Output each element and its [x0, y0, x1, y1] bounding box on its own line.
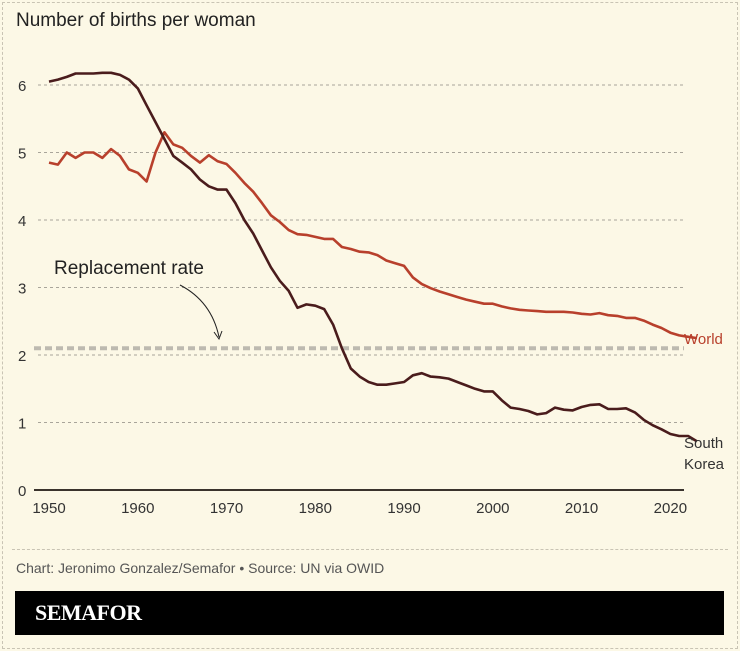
- korea-line: [48, 71, 698, 443]
- x-tick-label: 2020: [654, 500, 687, 517]
- chart-credit: Chart: Jeronimo Gonzalez/Semafor • Sourc…: [16, 560, 385, 576]
- y-tick-label: 4: [18, 213, 26, 230]
- y-tick-label: 3: [18, 281, 26, 298]
- korea-series-label-line2: Korea: [684, 456, 725, 473]
- x-tick-label: 1960: [121, 500, 154, 517]
- chart-title: Number of births per woman: [16, 10, 256, 31]
- world-line: [48, 131, 698, 340]
- footer-divider: [12, 549, 728, 550]
- y-tick-label: 5: [18, 146, 26, 163]
- semafor-logo: SEMAFOR: [35, 600, 142, 625]
- y-tick-label: 0: [18, 483, 26, 500]
- x-tick-label: 2000: [476, 500, 509, 517]
- x-tick-label: 1980: [299, 500, 332, 517]
- x-tick-label: 1950: [32, 500, 65, 517]
- korea-series-label-line1: South: [684, 435, 723, 452]
- replacement-arrowhead: [213, 330, 223, 341]
- x-tick-label: 1970: [210, 500, 243, 517]
- y-tick-label: 6: [18, 78, 26, 95]
- world-series-label: World: [684, 331, 723, 348]
- replacement-rate-label: Replacement rate: [54, 258, 204, 279]
- replacement-arrow: [179, 284, 220, 338]
- y-tick-label: 1: [18, 416, 26, 433]
- y-tick-label: 2: [18, 348, 26, 365]
- brand-bar: SEMAFOR: [15, 591, 724, 635]
- x-tick-label: 1990: [387, 500, 420, 517]
- x-tick-label: 2010: [565, 500, 598, 517]
